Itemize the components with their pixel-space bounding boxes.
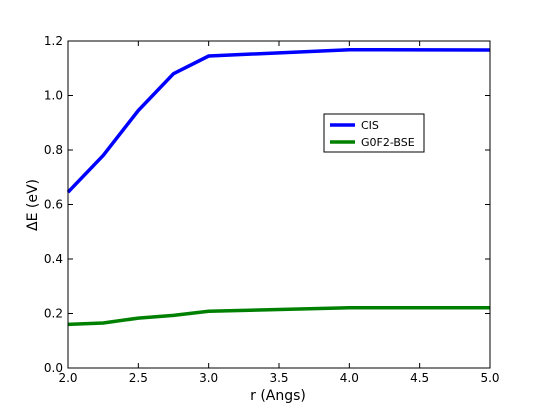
x-tick-label: 3.0 <box>199 371 218 385</box>
legend-label-cis: CIS <box>361 119 379 132</box>
plot-frame <box>67 40 491 369</box>
series-line-cis <box>66 47 491 194</box>
y-tick-label: 0.6 <box>44 198 63 212</box>
x-tick-label: 3.5 <box>269 371 288 385</box>
x-tick-label: 2.5 <box>129 371 148 385</box>
legend-label-g0f2-bse: G0F2-BSE <box>361 136 415 149</box>
y-tick-label: 0.0 <box>44 361 63 375</box>
axis-ticks: 2.0 2.5 3.0 3.5 4.0 4.5 5.0 0.0 0.2 0.4 0.6 0.8 1.0 1… <box>44 34 500 385</box>
y-axis-label: ΔE (eV) <box>25 179 41 231</box>
x-tick-label: 2.0 <box>58 371 77 385</box>
y-tick-label: 1.2 <box>44 34 63 48</box>
legend-box <box>323 113 425 153</box>
legend: CIS G0F2-BSE <box>323 113 425 153</box>
y-tick-label: 1.0 <box>44 89 63 103</box>
x-tick-label: 4.5 <box>410 371 429 385</box>
series-layer <box>66 47 491 327</box>
x-tick-label: 5.0 <box>480 371 499 385</box>
y-tick-label: 0.8 <box>44 143 63 157</box>
y-tick-label: 0.2 <box>44 307 63 321</box>
x-axis-label: r (Angs) <box>250 388 306 404</box>
y-tick-label: 0.4 <box>44 252 63 266</box>
series-line-g0f2-bse <box>67 306 490 327</box>
x-tick-label: 4.0 <box>340 371 359 385</box>
